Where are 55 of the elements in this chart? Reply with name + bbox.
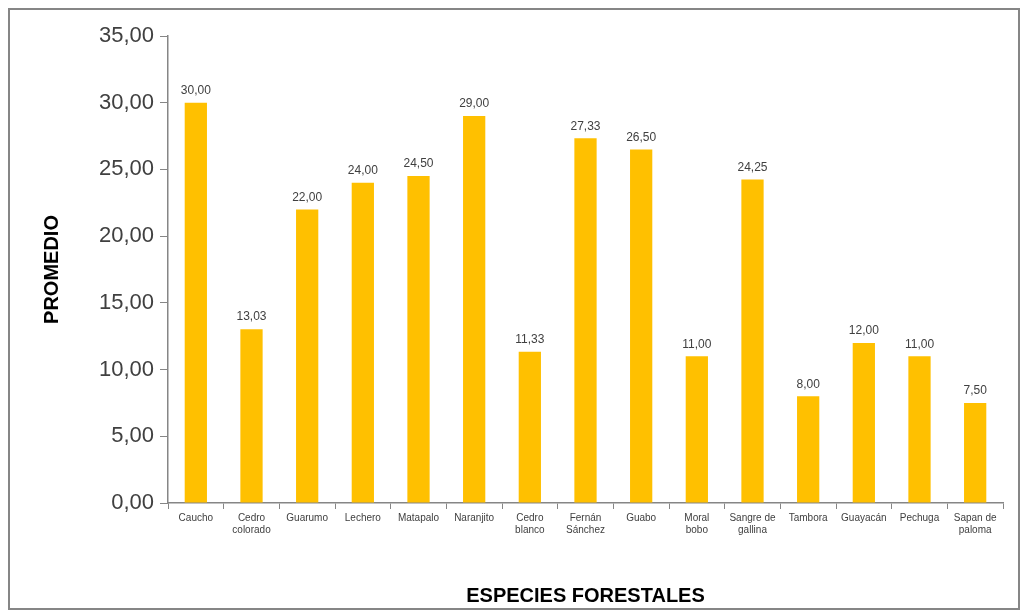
x-tick-label: Pechuga	[899, 511, 940, 523]
data-label: 8,00	[796, 376, 821, 391]
bar	[463, 116, 486, 503]
x-tick-label: Fernán Sánchez	[566, 511, 605, 535]
bar	[296, 209, 319, 503]
x-tick-label: Sapan de paloma	[953, 511, 998, 535]
bar	[574, 138, 597, 503]
x-tick-label: Guayacán	[841, 511, 887, 523]
data-label: 7,50	[963, 383, 988, 398]
y-tick-label: 15,00	[98, 288, 154, 314]
bar	[351, 182, 374, 503]
bar	[852, 342, 875, 503]
bar	[630, 149, 653, 503]
data-label: 30,00	[180, 83, 212, 98]
data-label: 24,00	[347, 163, 379, 178]
x-tick-label: Cedro colorado	[232, 511, 272, 535]
y-tick-label: 25,00	[98, 155, 154, 181]
x-tick-label: Guabo	[626, 511, 657, 523]
y-tick-label: 5,00	[111, 422, 154, 448]
data-label: 24,25	[737, 159, 768, 174]
x-axis-title: ESPECIES FORESTALES	[466, 583, 705, 606]
data-label: 24,50	[403, 156, 434, 171]
bar	[741, 179, 764, 503]
data-label: 11,33	[515, 332, 545, 347]
bar	[797, 396, 820, 503]
bar	[908, 356, 931, 503]
data-label: 26,50	[626, 129, 657, 144]
data-label: 22,00	[292, 189, 323, 204]
y-tick-label: 20,00	[98, 222, 154, 248]
data-label: 11,00	[682, 336, 712, 351]
y-tick-label: 10,00	[98, 355, 154, 381]
data-label: 27,33	[570, 118, 601, 133]
x-tick-label: Moral bobo	[684, 511, 710, 535]
x-tick-label: Cedro blanco	[515, 511, 546, 535]
x-tick-label: Lechero	[344, 511, 382, 523]
x-tick-label: Tambora	[788, 511, 829, 523]
bar	[407, 176, 430, 503]
bar	[184, 102, 207, 503]
x-tick-label: Naranjito	[454, 511, 495, 523]
y-axis-title: PROMEDIO	[39, 215, 62, 324]
y-tick-label: 0,00	[111, 489, 154, 515]
x-tick-label: Matapalo	[397, 511, 440, 523]
bar	[518, 351, 541, 503]
bar	[964, 402, 987, 503]
data-label: 29,00	[459, 96, 490, 111]
bar	[240, 329, 263, 503]
bar	[685, 356, 708, 503]
y-tick-label: 30,00	[98, 88, 154, 114]
x-tick-label: Sangre de gallina	[729, 511, 777, 535]
x-tick-label: Caucho	[178, 511, 214, 523]
x-tick-label: Guarumo	[286, 511, 329, 523]
y-tick-label: 35,00	[98, 22, 154, 48]
data-label: 11,00	[904, 336, 935, 351]
data-label: 12,00	[848, 323, 880, 338]
data-label: 13,03	[236, 309, 267, 324]
